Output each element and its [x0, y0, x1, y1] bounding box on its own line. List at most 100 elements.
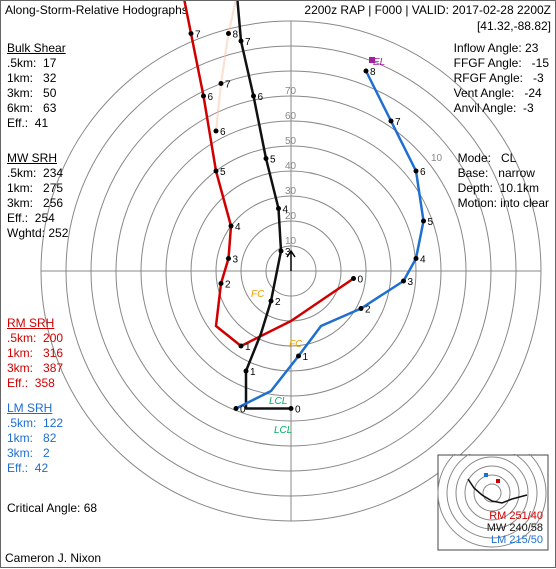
km-marker [414, 169, 419, 174]
mwSrh-row: .5km: 234 [7, 166, 68, 181]
bulkShear-row: 3km: 50 [7, 86, 66, 101]
inset-legend: MW 240/58 [487, 522, 543, 534]
inset-legend: LM 215/50 [491, 534, 543, 546]
stat-value: 42 [35, 461, 48, 475]
stat-label: Depth: [458, 181, 500, 195]
km-label: 4 [283, 205, 289, 216]
km-label: 6 [258, 92, 264, 103]
stat-value: 252 [48, 226, 68, 240]
km-label: 1 [250, 367, 256, 378]
stat-label: Mode: [458, 151, 501, 165]
ring-label: 60 [285, 111, 297, 122]
km-label: 0 [295, 405, 301, 416]
ring-label: 40 [285, 161, 297, 172]
stat-label: Base: [458, 166, 499, 180]
km-marker [189, 31, 194, 36]
motion-marker [496, 479, 500, 483]
km-marker [269, 299, 274, 304]
rmSrh-title: RM SRH [7, 316, 63, 331]
km-marker [229, 224, 234, 229]
km-marker [414, 256, 419, 261]
rm-hodo [179, 1, 354, 346]
mwSrh-row: Eff.: 254 [7, 211, 68, 226]
km-marker [244, 369, 249, 374]
bulkShear-row: Eff.: 41 [7, 116, 66, 131]
km-marker [276, 206, 281, 211]
km-label: 2 [365, 305, 371, 316]
stormBlock-row: Motion: into clear [458, 196, 549, 211]
ring-label: 50 [285, 136, 297, 147]
lmSrh-title: LM SRH [7, 401, 63, 416]
annot-text: FC [251, 289, 265, 300]
stormBlock-row: Depth: 10.1km [458, 181, 549, 196]
km-label: 4 [235, 222, 241, 233]
bulkShear-row: 1km: 32 [7, 71, 66, 86]
km-label: 7 [245, 37, 251, 48]
stat-value: 275 [43, 181, 63, 195]
stat-value: -3 [533, 71, 544, 85]
stormBlock-row: Mode: CL [458, 151, 549, 166]
stat-value: into clear [500, 196, 549, 210]
mwSrh-row: 1km: 275 [7, 181, 68, 196]
stat-label: 1km: [7, 71, 43, 85]
km-marker [239, 344, 244, 349]
annot-text: EL [373, 57, 385, 68]
stat-value: 254 [35, 211, 55, 225]
stat-label: .5km: [7, 56, 43, 70]
km-marker [264, 156, 269, 161]
anglesBlock-row: RFGF Angle: -3 [454, 71, 549, 86]
rmSrh-row: 1km: 316 [7, 346, 63, 361]
rmSrh-row: Eff.: 358 [7, 376, 63, 391]
anglesBlock-row: Vent Angle: -24 [454, 86, 549, 101]
rmSrh-row: .5km: 200 [7, 331, 63, 346]
critical-angle-label: Critical Angle: [7, 501, 80, 515]
annot-text: LCL [269, 396, 287, 407]
stat-label: Eff.: [7, 211, 35, 225]
stat-label: 6km: [7, 101, 43, 115]
km-marker [251, 94, 256, 99]
km-marker [389, 119, 394, 124]
km-marker [239, 39, 244, 44]
rmSrh-row: 3km: 387 [7, 361, 63, 376]
angles-block: Inflow Angle: 23FFGF Angle: -15RFGF Angl… [454, 41, 549, 116]
km-label: 6 [220, 127, 226, 138]
stat-label: .5km: [7, 331, 43, 345]
stat-label: Eff.: [7, 376, 35, 390]
stat-value: -3 [523, 101, 534, 115]
stat-label: Motion: [458, 196, 501, 210]
stat-value: 32 [43, 71, 56, 85]
stat-value: 82 [43, 431, 56, 445]
stat-label: 3km: [7, 196, 43, 210]
stat-label: 3km: [7, 86, 43, 100]
ring-label: 70 [285, 86, 297, 97]
stat-value: CL [501, 151, 516, 165]
km-marker [226, 256, 231, 261]
stat-label: 1km: [7, 181, 43, 195]
km-label: 7 [395, 117, 401, 128]
critical-angle-value: 68 [84, 501, 97, 515]
km-label: 3 [233, 255, 239, 266]
km-marker [421, 219, 426, 224]
stat-label: RFGF Angle: [454, 71, 533, 85]
stat-value: 23 [525, 41, 538, 55]
mwSrh-title: MW SRH [7, 151, 68, 166]
stat-value: 63 [43, 101, 56, 115]
km-label: 2 [275, 297, 281, 308]
km-marker [364, 69, 369, 74]
mwSrh-row: 3km: 256 [7, 196, 68, 211]
range-label: 10 [431, 153, 443, 164]
km-marker [359, 306, 364, 311]
stat-label: Wghtd: [7, 226, 48, 240]
km-label: 7 [195, 30, 201, 41]
km-label: 1 [245, 342, 251, 353]
stat-value: 2 [43, 446, 50, 460]
anglesBlock-row: Anvil Angle: -3 [454, 101, 549, 116]
km-label: 6 [420, 167, 426, 178]
annot-text: LCL [274, 425, 292, 436]
stat-value: -24 [524, 86, 541, 100]
km-label: 3 [408, 277, 414, 288]
stat-label: .5km: [7, 416, 43, 430]
mw-srh-block: MW SRH.5km: 2341km: 2753km: 256Eff.: 254… [7, 151, 68, 241]
stat-label: Eff.: [7, 116, 35, 130]
stat-label: .5km: [7, 166, 43, 180]
